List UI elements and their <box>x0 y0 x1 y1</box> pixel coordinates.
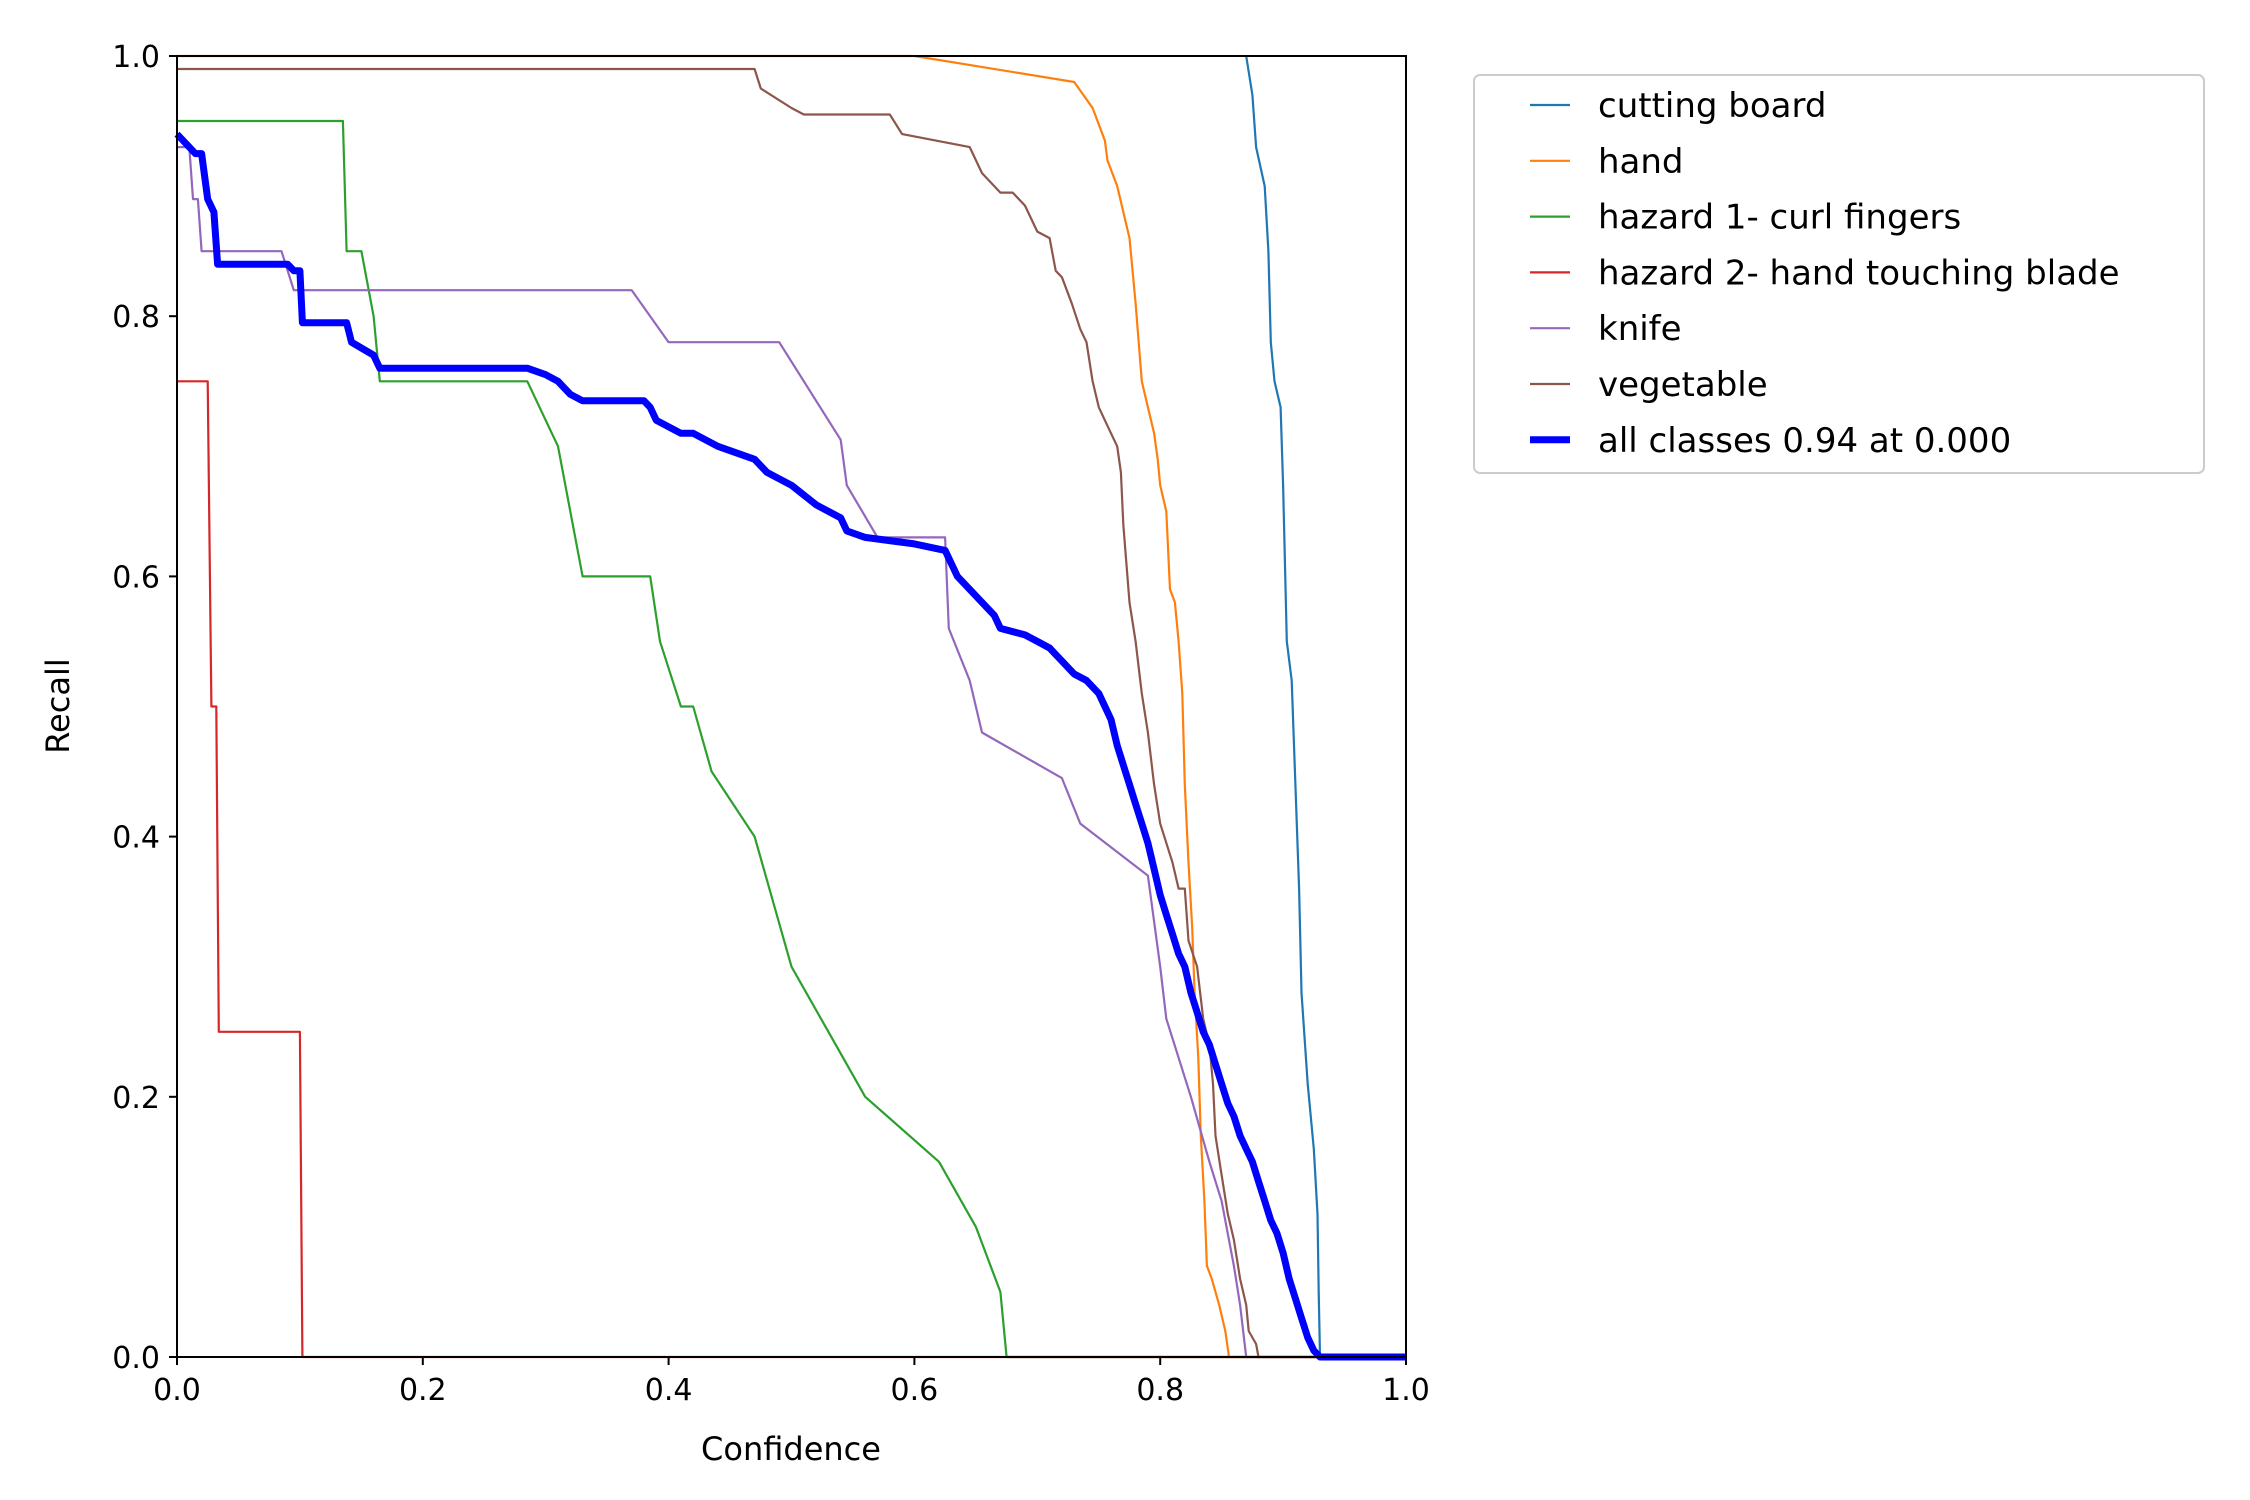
legend-label-hazard-1-curl-fingers: hazard 1- curl fingers <box>1598 198 1961 238</box>
legend-label-hand: hand <box>1598 142 1684 182</box>
legend-label-cutting-board: cutting board <box>1598 86 1826 126</box>
legend-box <box>1473 74 2205 474</box>
x-tick-label: 0.4 <box>645 1373 693 1408</box>
legend: cutting board hand hazard 1- curl fingers h… <box>1473 74 2205 474</box>
series-line-hazard-1-curl-fingers <box>177 119 1406 1359</box>
series-line-vegetable <box>177 67 1406 1359</box>
legend-label-knife: knife <box>1598 309 1682 349</box>
x-tick-label: 1.0 <box>1382 1373 1430 1408</box>
x-tick-label: 0.2 <box>399 1373 447 1408</box>
legend-label-hazard-2-hand-touching-blade: hazard 2- hand touching blade <box>1598 253 2120 293</box>
x-tick-label: 0.6 <box>891 1373 939 1408</box>
plot-frame <box>176 55 1407 1358</box>
y-tick-label: 0.8 <box>112 300 160 335</box>
y-tick-label: 0.0 <box>112 1341 160 1376</box>
x-axis-title: Confidence <box>701 1430 881 1468</box>
y-tick-label: 0.2 <box>112 1081 160 1116</box>
legend-entries: cutting board hand hazard 1- curl fingers h… <box>1530 86 2120 461</box>
series-line-hand <box>177 54 1406 1359</box>
x-axis: 0.0 0.2 0.4 0.6 0.8 1.0 <box>153 1357 1430 1408</box>
y-axis-title: Recall <box>39 658 77 753</box>
series-line-hazard-2-hand-touching-blade <box>177 380 1406 1359</box>
legend-label-all-classes-0-94-at-0-000: all classes 0.94 at 0.000 <box>1598 421 2011 461</box>
series-layer <box>174 54 1406 1361</box>
series-line-knife <box>177 146 1406 1359</box>
series-line-cutting-board <box>1245 55 1406 1359</box>
x-tick-label: 0.0 <box>153 1373 201 1408</box>
y-tick-label: 0.4 <box>112 821 160 856</box>
y-tick-label: 1.0 <box>112 40 160 75</box>
series-line-all-classes-0-94-at-0-000 <box>174 131 1406 1361</box>
legend-label-vegetable: vegetable <box>1598 365 1768 405</box>
y-axis: 0.0 0.2 0.4 0.6 0.8 1.0 <box>112 40 177 1376</box>
x-tick-label: 0.8 <box>1136 1373 1184 1408</box>
y-tick-label: 0.6 <box>112 560 160 595</box>
